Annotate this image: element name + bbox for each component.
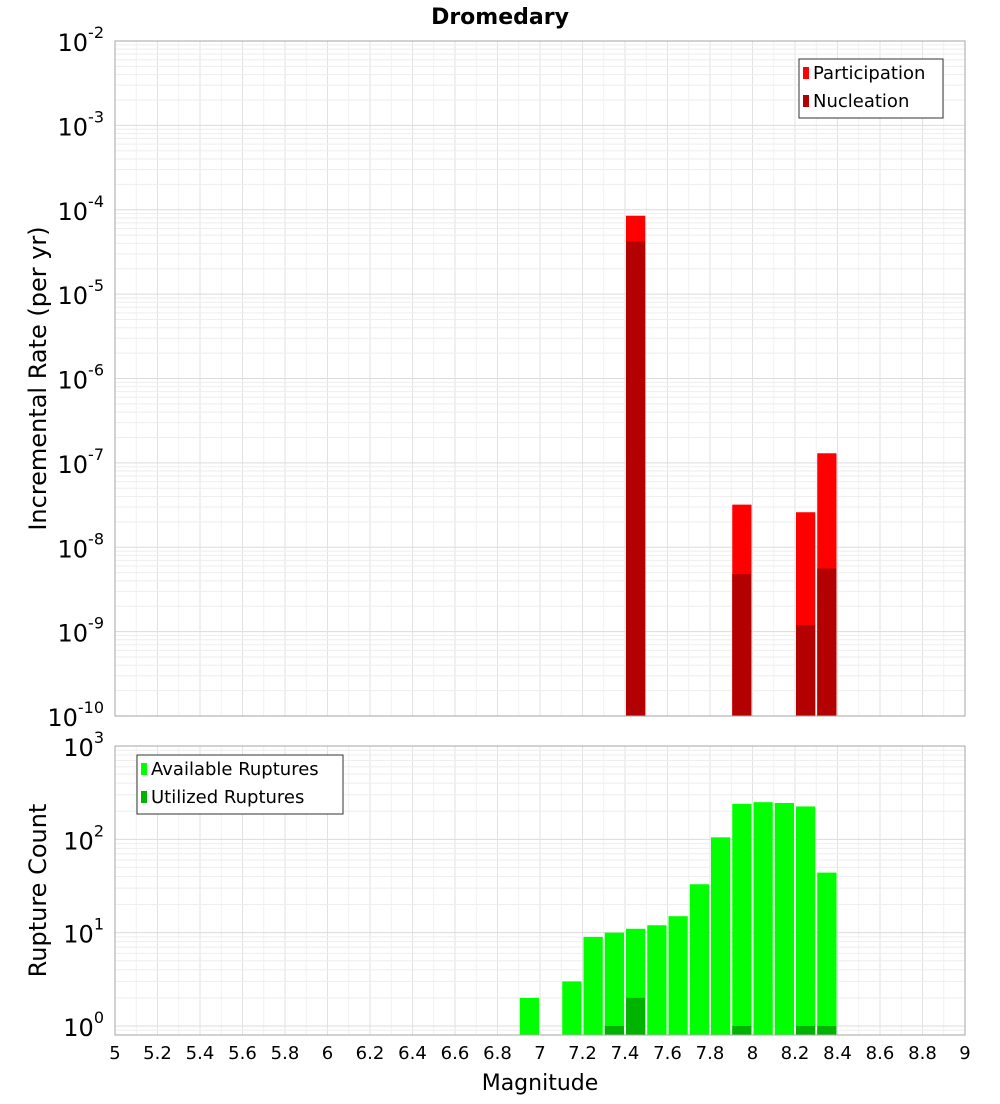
x-tick-label: 5.6 — [228, 1043, 257, 1064]
chart-title: Dromedary — [431, 5, 569, 30]
bar-utilized-ruptures — [604, 1025, 624, 1035]
x-tick-label: 7.8 — [696, 1043, 725, 1064]
y-tick-label: 100 — [63, 1008, 104, 1042]
bar-available-ruptures — [604, 932, 624, 1035]
x-tick-label: 6 — [322, 1043, 333, 1064]
bar-nucleation — [796, 624, 816, 716]
x-tick-label: 8.2 — [781, 1043, 810, 1064]
legend-swatch — [141, 763, 147, 775]
y-tick-label: 10-10 — [47, 698, 104, 732]
bar-available-ruptures — [519, 997, 539, 1035]
plot-border — [114, 40, 966, 717]
legend-bottom: Available Ruptures Utilized Ruptures — [136, 754, 344, 815]
bar-utilized-ruptures — [817, 1025, 837, 1035]
bar-utilized-ruptures — [626, 997, 646, 1035]
y-tick-label: 10-7 — [58, 445, 105, 479]
x-tick-label: 9 — [959, 1043, 970, 1064]
bar-available-ruptures — [774, 803, 794, 1035]
legend-box — [136, 754, 344, 815]
bar-available-ruptures — [732, 803, 752, 1035]
bar-available-ruptures — [583, 936, 603, 1035]
top-chart-panel: 10-2 10-3 10-4 10-5 10-6 10-7 10-8 10-9 10-10 Inc… — [24, 23, 966, 732]
y-tick-labels: 10-2 10-3 10-4 10-5 10-6 10-7 10-8 10-9 10-10 — [47, 23, 104, 732]
x-tick-label: 5.2 — [143, 1043, 172, 1064]
bar-available-ruptures — [711, 837, 731, 1035]
legend-swatch — [141, 791, 147, 803]
y-tick-label: 102 — [63, 821, 104, 855]
x-tick-label: 8.6 — [866, 1043, 895, 1064]
x-tick-labels: 5 5.2 5.4 5.6 5.8 6 6.2 6.4 6.6 6.8 7 7.2 7.4 7.6 7.8 8… — [109, 1043, 970, 1064]
x-tick-label: 5.8 — [271, 1043, 300, 1064]
y-tick-label: 103 — [63, 728, 104, 762]
x-axis-label: Magnitude — [482, 1071, 599, 1096]
legend-label: Utilized Ruptures — [151, 787, 304, 808]
gridlines — [114, 40, 966, 717]
x-tick-label: 7.6 — [653, 1043, 682, 1064]
bar-utilized-ruptures — [796, 1025, 816, 1035]
x-tick-label: 8 — [747, 1043, 758, 1064]
plot-border — [114, 745, 966, 1036]
legend-top: Participation Nucleation — [798, 58, 944, 119]
y-tick-label: 10-5 — [58, 276, 105, 310]
x-tick-label: 7.2 — [568, 1043, 597, 1064]
y-tick-label: 10-2 — [58, 23, 105, 57]
x-tick-label: 5.4 — [186, 1043, 215, 1064]
x-tick-label: 6.4 — [398, 1043, 427, 1064]
x-tick-label: 6.8 — [483, 1043, 512, 1064]
y-tick-labels: 103 102 101 100 — [63, 728, 104, 1042]
x-tick-label: 8.8 — [908, 1043, 937, 1064]
y-axis-label: Incremental Rate (per yr) — [24, 226, 52, 530]
bar-available-ruptures — [753, 802, 773, 1035]
x-tick-label: 7.4 — [611, 1043, 640, 1064]
bars — [519, 802, 837, 1035]
legend-label: Participation — [813, 63, 925, 84]
bar-available-ruptures — [562, 981, 582, 1035]
legend-label: Available Ruptures — [151, 759, 319, 780]
bar-nucleation — [626, 241, 646, 717]
y-tick-label: 101 — [63, 915, 104, 949]
bar-available-ruptures — [668, 916, 688, 1035]
y-tick-label: 10-4 — [58, 192, 105, 226]
bars — [626, 215, 837, 717]
bar-available-ruptures — [796, 806, 816, 1035]
y-tick-label: 10-6 — [58, 361, 105, 395]
legend-box — [798, 58, 944, 119]
x-tick-label: 6.2 — [356, 1043, 385, 1064]
x-tick-label: 7 — [534, 1043, 545, 1064]
legend-swatch — [803, 67, 809, 79]
x-tick-label: 8.4 — [823, 1043, 852, 1064]
bar-available-ruptures — [689, 884, 709, 1035]
x-tick-label: 6.6 — [441, 1043, 470, 1064]
y-tick-label: 10-9 — [58, 614, 105, 648]
legend-label: Nucleation — [813, 91, 909, 112]
bar-utilized-ruptures — [732, 1025, 752, 1035]
y-tick-label: 10-8 — [58, 529, 105, 563]
legend-swatch — [803, 95, 809, 107]
bar-nucleation — [732, 574, 752, 716]
y-axis-label: Rupture Count — [24, 804, 52, 978]
bar-nucleation — [817, 568, 837, 716]
bar-available-ruptures — [647, 925, 667, 1035]
x-tick-label: 5 — [109, 1043, 120, 1064]
bar-available-ruptures — [817, 872, 837, 1035]
y-tick-label: 10-3 — [58, 107, 105, 141]
